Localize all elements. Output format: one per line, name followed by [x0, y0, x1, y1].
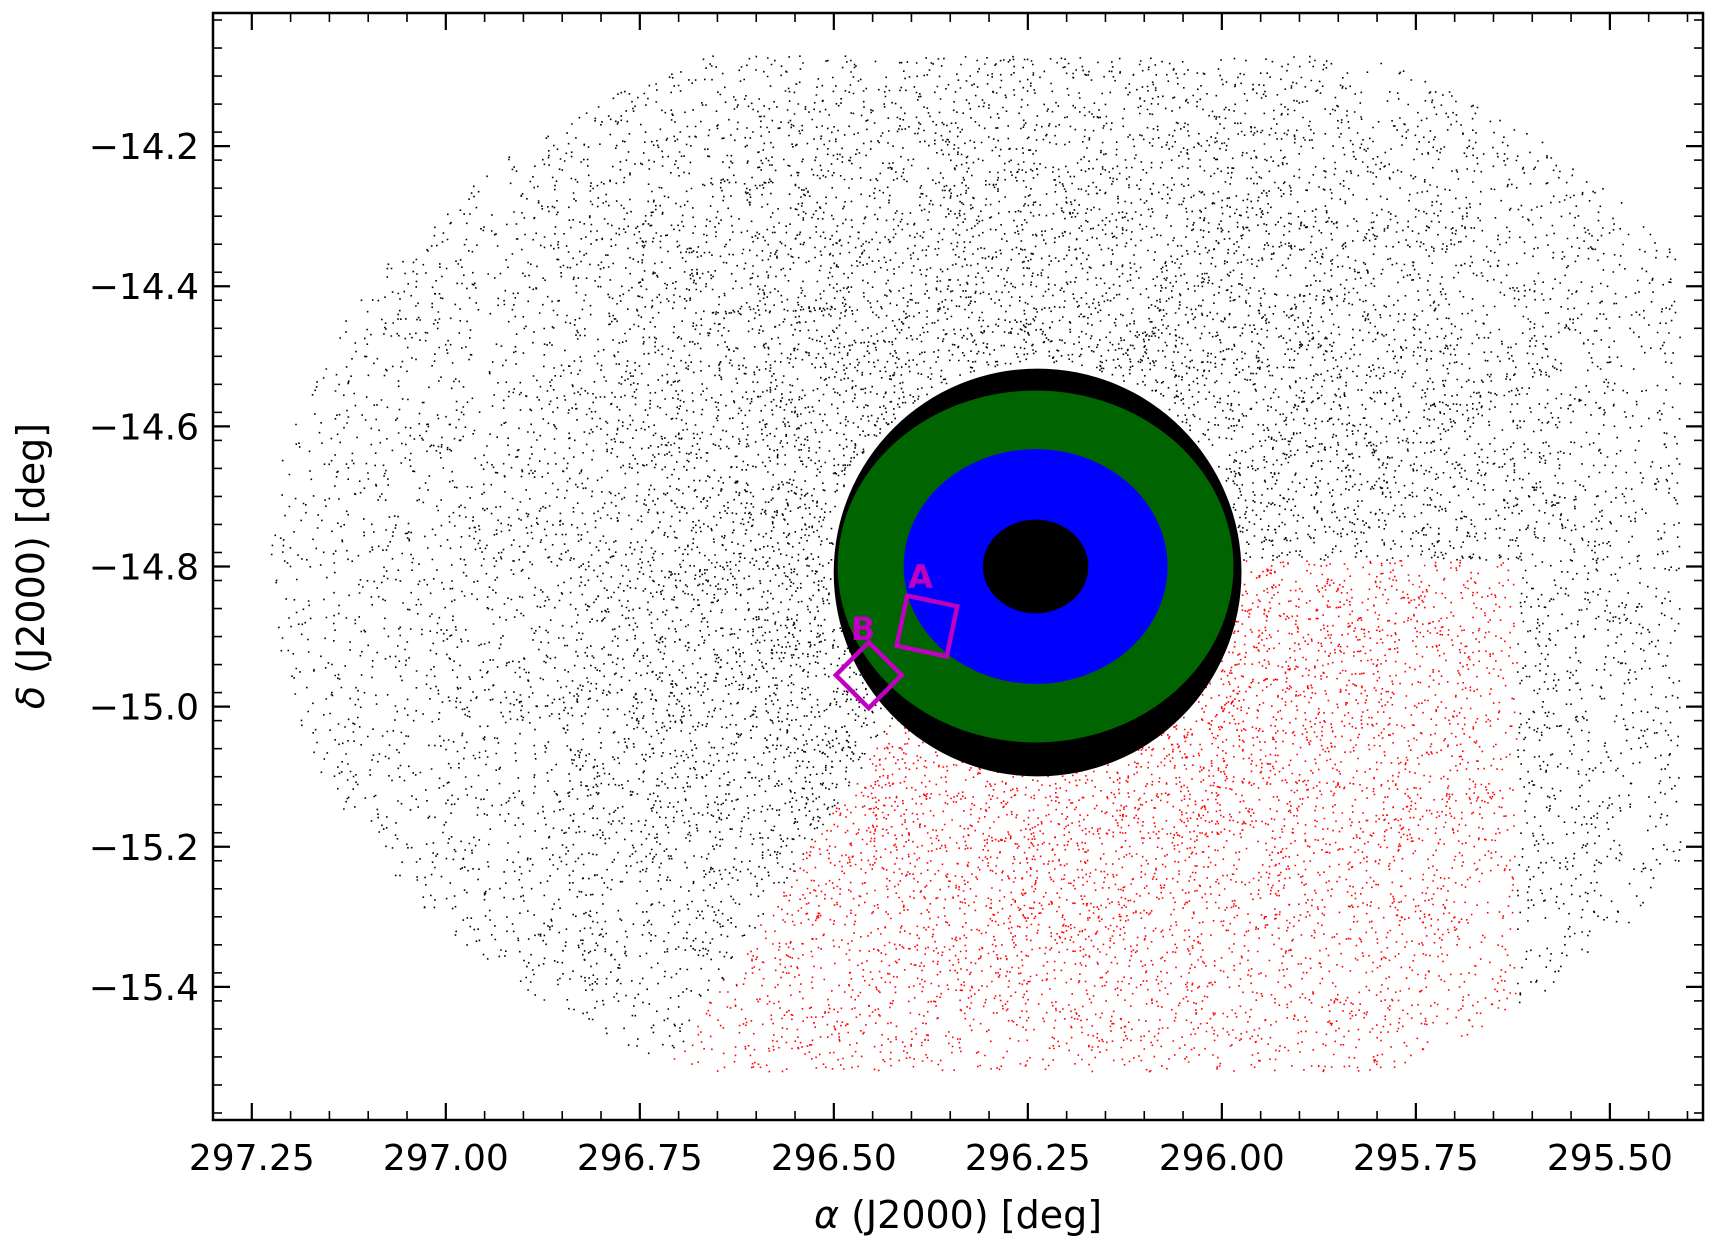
- x-tick-label: 297.25: [189, 1138, 315, 1179]
- y-tick-label: −15.0: [89, 688, 199, 729]
- x-tick-label: 296.50: [771, 1138, 897, 1179]
- y-tick-label: −15.4: [89, 968, 199, 1009]
- box-b: [832, 638, 905, 712]
- y-tick-label: −14.4: [89, 267, 199, 308]
- x-tick-label: 295.75: [1353, 1138, 1479, 1179]
- y-tick-label: −15.2: [89, 828, 199, 869]
- y-axis-label: δ (J2000) [deg]: [9, 423, 53, 709]
- x-tick-label: 296.00: [1159, 1138, 1285, 1179]
- x-tick-label: 296.75: [577, 1138, 703, 1179]
- y-tick-label: −14.6: [89, 407, 199, 448]
- x-tick-label: 296.25: [965, 1138, 1091, 1179]
- box-label-a: A: [908, 558, 933, 596]
- x-tick-label: 297.00: [383, 1138, 509, 1179]
- x-axis-label: α (J2000) [deg]: [814, 1193, 1102, 1237]
- selection-regions: [833, 368, 1242, 777]
- box-label-b: B: [851, 610, 875, 648]
- box-a: [893, 593, 961, 660]
- y-tick-label: −14.2: [89, 127, 199, 168]
- x-tick-label: 295.50: [1547, 1138, 1673, 1179]
- y-tick-label: −14.8: [89, 548, 199, 589]
- axis-ticks: 297.25 297.00 296.75 296.50 296.25 296.00 295.…: [89, 13, 1703, 1179]
- field-boxes: AB: [832, 558, 961, 712]
- core-region: [982, 519, 1089, 614]
